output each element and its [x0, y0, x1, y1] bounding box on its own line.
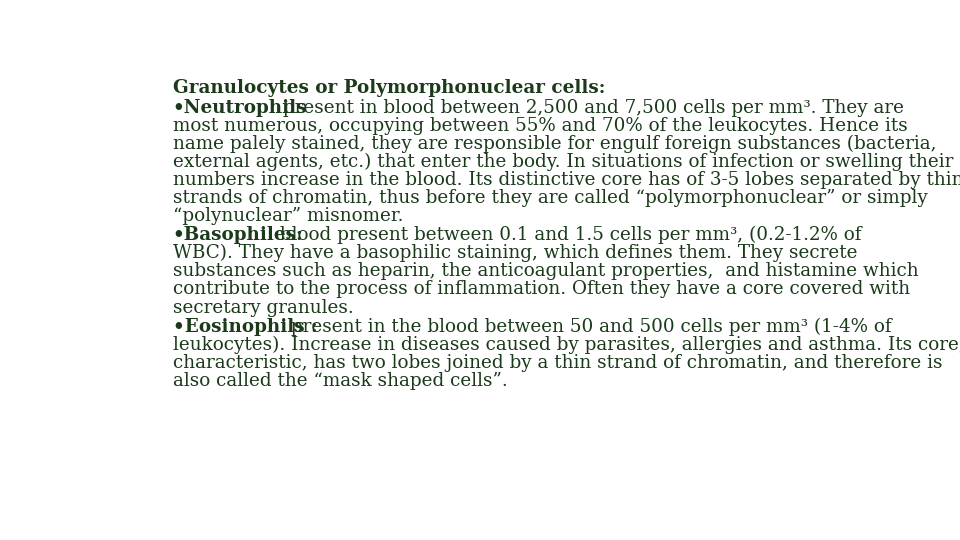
- Text: Granulocytes or Polymorphonuclear cells:: Granulocytes or Polymorphonuclear cells:: [173, 79, 605, 97]
- Text: leukocytes). Increase in diseases caused by parasites, allergies and asthma. Its: leukocytes). Increase in diseases caused…: [173, 335, 960, 354]
- Text: •Neutrophils: •Neutrophils: [173, 99, 307, 117]
- Text: strands of chromatin, thus before they are called “polymorphonuclear” or simply: strands of chromatin, thus before they a…: [173, 189, 927, 207]
- Text: external agents, etc.) that enter the body. In situations of infection or swelli: external agents, etc.) that enter the bo…: [173, 153, 953, 171]
- Text: present in blood between 2,500 and 7,500 cells per mm³. They are: present in blood between 2,500 and 7,500…: [276, 99, 904, 117]
- Text: most numerous, occupying between 55% and 70% of the leukocytes. Hence its: most numerous, occupying between 55% and…: [173, 117, 907, 134]
- Text: contribute to the process of inflammation. Often they have a core covered with: contribute to the process of inflammatio…: [173, 280, 910, 299]
- Text: •Basophiles:: •Basophiles:: [173, 226, 303, 244]
- Text: “polynuclear” misnomer.: “polynuclear” misnomer.: [173, 207, 403, 225]
- Text: numbers increase in the blood. Its distinctive core has of 3-5 lobes separated b: numbers increase in the blood. Its disti…: [173, 171, 960, 189]
- Text: characteristic, has two lobes joined by a thin strand of chromatin, and therefor: characteristic, has two lobes joined by …: [173, 354, 942, 372]
- Text: substances such as heparin, the anticoagulant properties,  and histamine which: substances such as heparin, the anticoag…: [173, 262, 919, 280]
- Text: WBC). They have a basophilic staining, which defines them. They secrete: WBC). They have a basophilic staining, w…: [173, 244, 857, 262]
- Text: name palely stained, they are responsible for engulf foreign substances (bacteri: name palely stained, they are responsibl…: [173, 135, 936, 153]
- Text: present in the blood between 50 and 500 cells per mm³ (1-4% of: present in the blood between 50 and 500 …: [285, 318, 892, 336]
- Text: •Eosinophils :: •Eosinophils :: [173, 318, 318, 335]
- Text: secretary granules.: secretary granules.: [173, 299, 353, 316]
- Text: blood present between 0.1 and 1.5 cells per mm³, (0.2-1.2% of: blood present between 0.1 and 1.5 cells …: [274, 226, 861, 245]
- Text: also called the “mask shaped cells”.: also called the “mask shaped cells”.: [173, 372, 508, 390]
